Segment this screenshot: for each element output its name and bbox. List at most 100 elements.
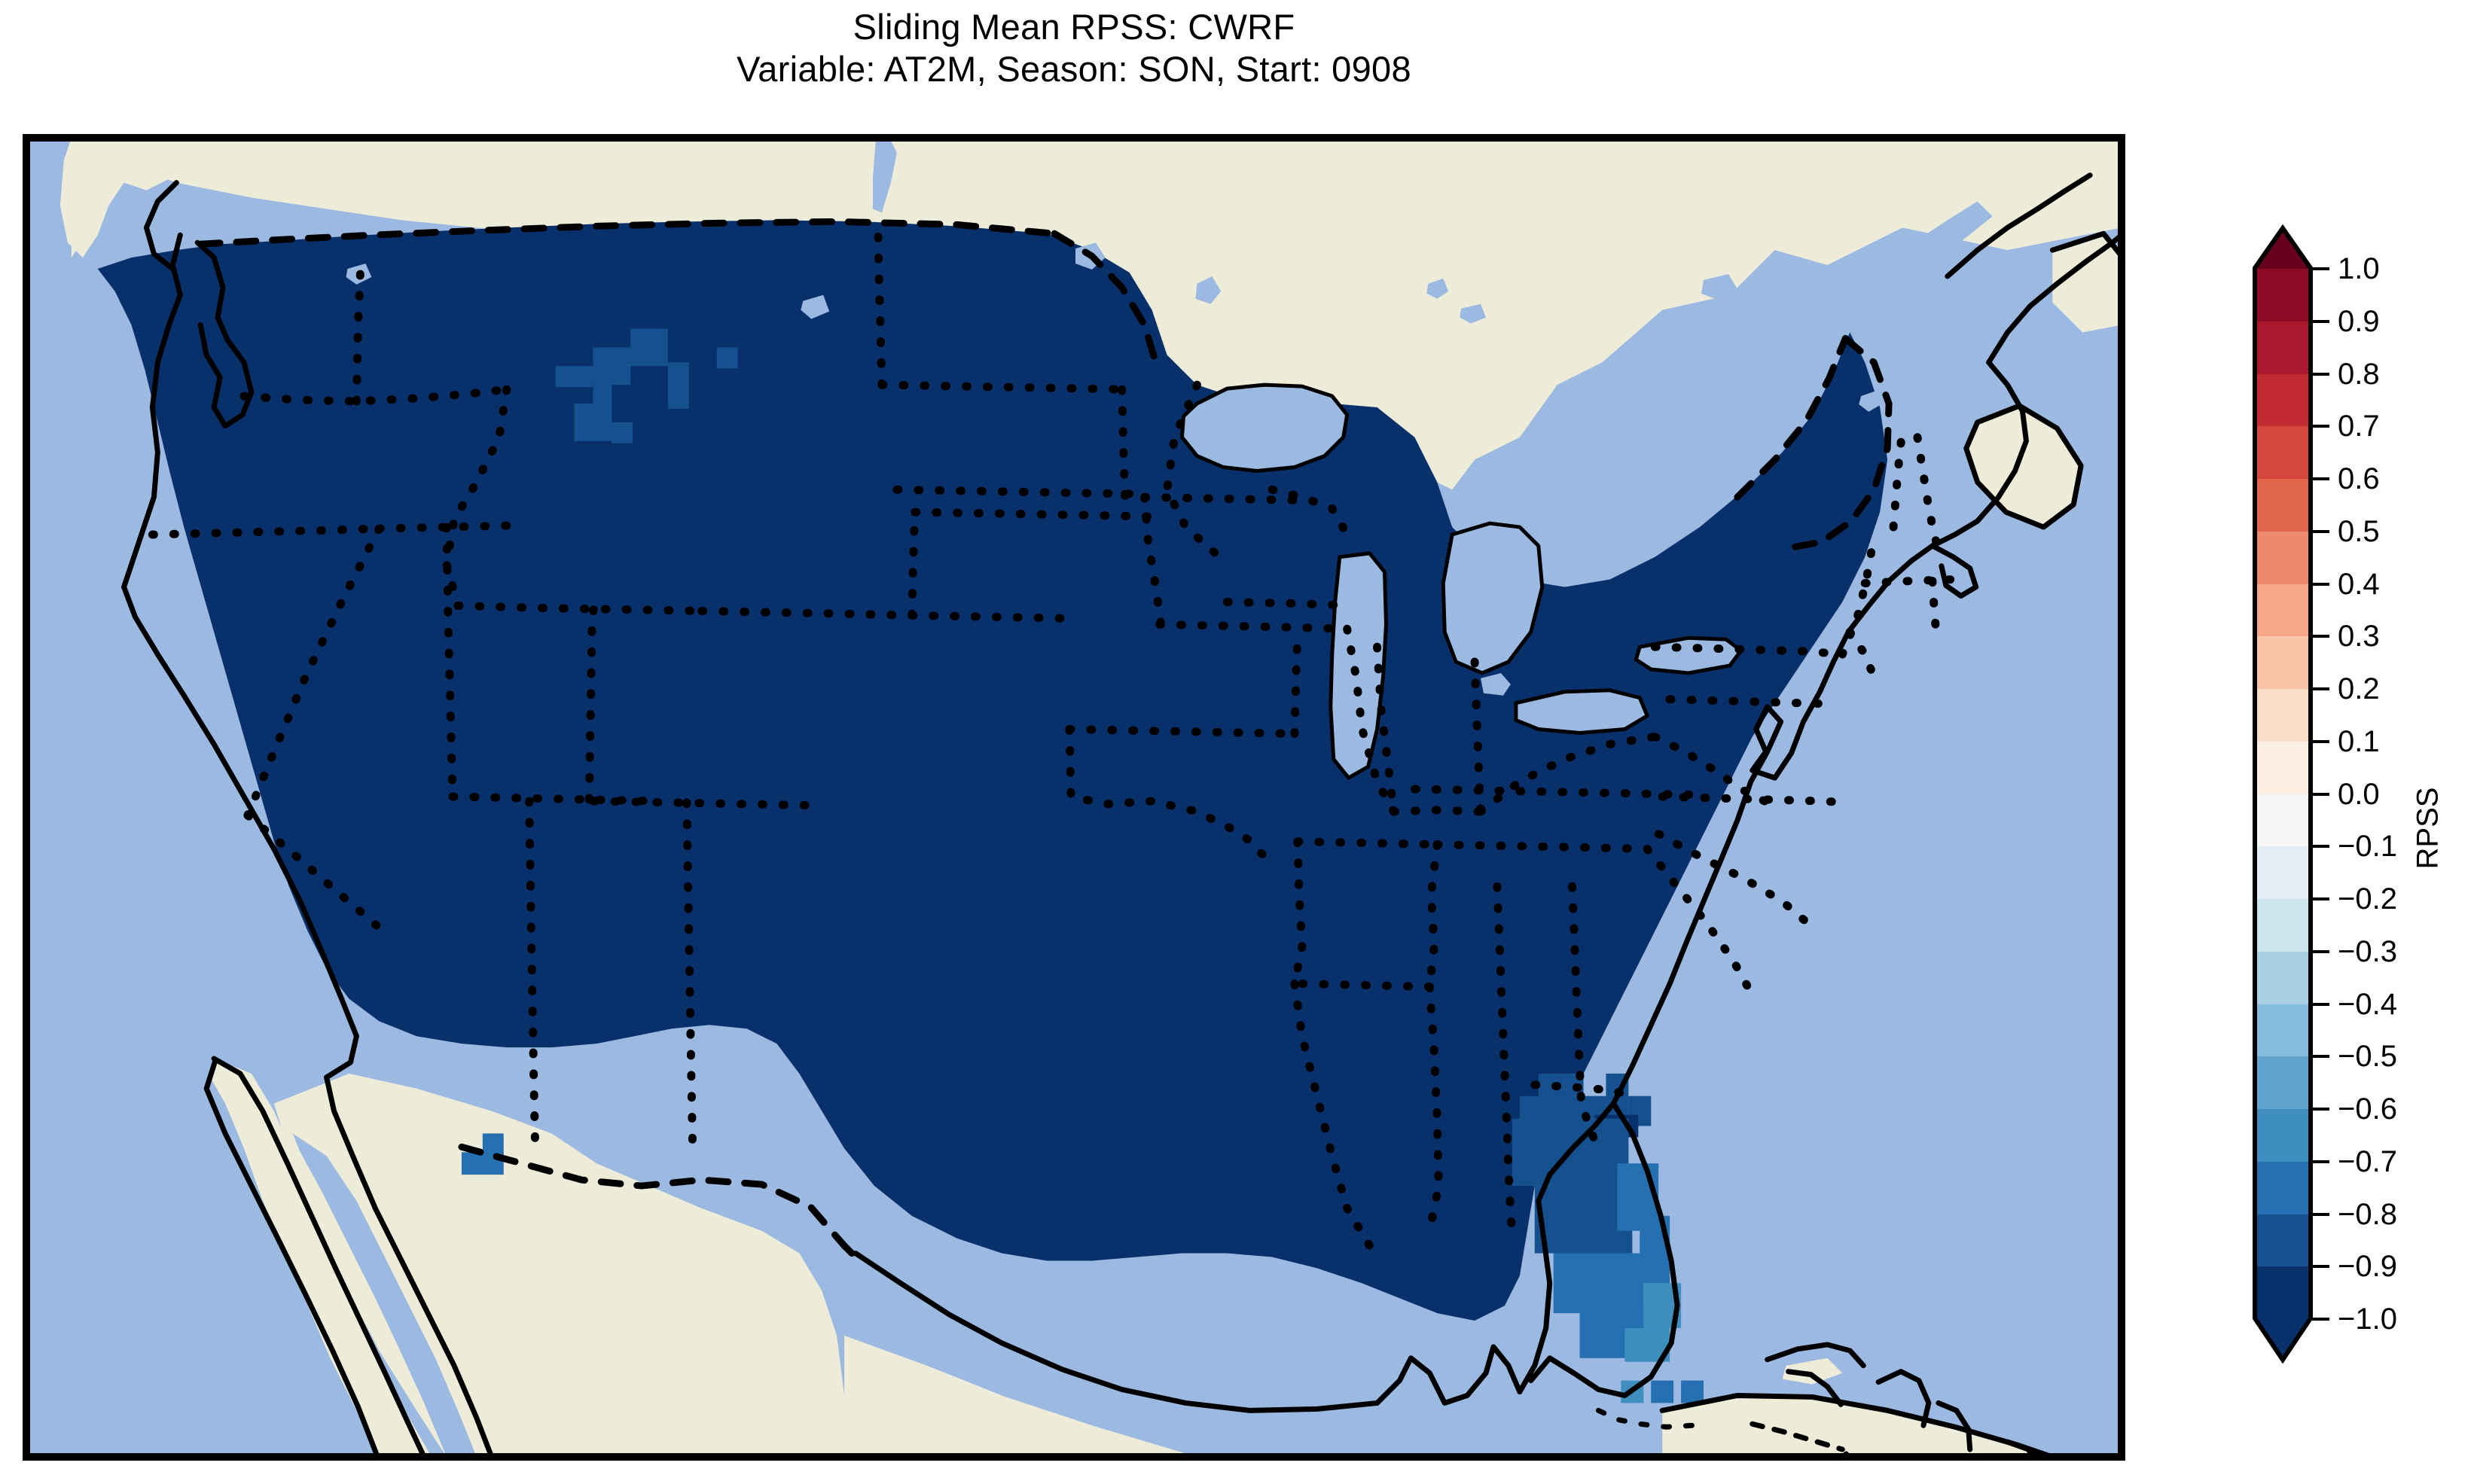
lake-small-1 [1426,278,1449,299]
state-border-la-ms [1425,983,1443,1236]
state-border-mt-nd [874,227,886,389]
canada-pacific-coast [59,138,252,258]
state-border-wa-or [239,385,511,406]
coast-puget-sound [194,239,255,429]
state-border-pa-md [1665,695,1828,708]
colorbar-extend-arrow-min [2253,1319,2312,1362]
colorbar-band-18 [2253,1214,2312,1267]
state-border-mo-ok [1290,627,1302,738]
colorbar: 1.0 0.9 0.8 0.7 0.6 0.5 0.4 0.3 0.2 0.1 0.0 −0.1 −0.… [2253,224,2464,1431]
colorbar-band-19 [2253,1266,2312,1320]
coast-southeast [1610,779,1754,1107]
state-border-nv-ut [442,523,457,801]
lake-mistassini [1701,273,1739,301]
coast-florida-east [1528,1101,1680,1398]
state-border-ne-ia [1140,492,1166,629]
lake-huron [1443,523,1542,673]
st-lawrence-river [1752,201,1993,385]
coast-pacific [121,232,359,1080]
colorbar-tick-label-14: −0.4 [2338,987,2397,1021]
outline-lake-ontario [1634,635,1743,675]
chart-subtitle: Variable: AT2M, Season: SON, Start: 0908 [737,49,1411,89]
data-cell-montana-3 [555,366,593,388]
colorbar-band-1 [2253,321,2312,375]
data-cell-fl-n3 [1519,1095,1606,1119]
colorbar-tick-label-13: −0.3 [2338,934,2397,968]
border-us-canada-maine [1785,335,1893,552]
map-frame [26,138,2122,1457]
colorbar-tick-mark-6 [2312,582,2329,586]
colorbar-band-6 [2253,584,2312,637]
conus-data-base [97,220,1888,1321]
outline-lake-michigan [1329,551,1389,780]
bahamas-grand [1782,1358,1843,1385]
colorbar-tick-label-19: −0.9 [2338,1250,2397,1284]
map-plot-area [23,134,2125,1461]
state-border-mo-ar [1293,837,1441,849]
state-border-mi-wi [1268,485,1352,539]
data-cell-montana-2 [593,347,631,385]
coast-bahamas-3 [1875,1369,1932,1428]
border-us-mexico [458,1143,848,1250]
state-border-co-nm [589,797,826,810]
colorbar-band-12 [2253,899,2312,952]
colorbar-tick-label-10: 0.0 [2338,777,2380,811]
colorbar-band-13 [2253,951,2312,1005]
data-cell-fl-c2 [1534,1186,1633,1254]
data-cell-montana-8 [716,347,738,369]
colorbar-tick-mark-8 [2312,687,2329,690]
state-border-sc-nc [1654,830,1813,928]
colorbar-tick-mark-1 [2312,319,2329,323]
coast-florida [1517,1101,1616,1394]
coast-bahamas-7 [2005,1439,2036,1457]
state-border-mt-wy [453,601,706,615]
colorbar-axis-label: RPSS [2411,787,2445,870]
coast-nova-scotia [1963,403,2084,530]
colorbar-tick-mark-18 [2312,1212,2329,1216]
colorbar-tick-mark-15 [2312,1055,2329,1059]
colorbar-tick-mark-17 [2312,1159,2329,1163]
colorbar-band-3 [2253,426,2312,480]
colorbar-outline [2253,224,2313,1364]
border-us-canada-east [1734,335,1849,501]
colorbar-band-14 [2253,1004,2312,1057]
colorbar-tick-label-16: −0.6 [2338,1092,2397,1126]
outline-lake-erie [1514,688,1649,735]
colorbar-tick-mark-2 [2312,372,2329,376]
colorbar-tick-mark-9 [2312,739,2329,743]
state-border-mi-in-oh [1389,806,1485,816]
lake-quebec-2 [1704,455,1730,477]
colorbar-tick-mark-5 [2312,529,2329,533]
state-border-nj-ny [1845,627,1878,681]
border-rio-grande [840,1242,856,1257]
colorbar-tick-mark-3 [2312,425,2329,428]
colorbar-tick-label-15: −0.5 [2338,1040,2397,1074]
coast-canada-gulf [1945,172,2093,279]
coast-midatlantic [1748,629,1851,785]
outline-lake-huron [1441,521,1545,675]
coast-baja [211,1056,427,1457]
state-border-ga-fl [1530,1080,1637,1101]
colorbar-band-10 [2253,794,2312,847]
colorbar-tick-label-3: 0.7 [2338,410,2380,443]
state-border-va-wv [1650,732,1772,807]
colorbar-tick-mark-13 [2312,949,2329,953]
colorbar-band-17 [2253,1161,2312,1215]
coast-cape-cod [1929,543,1979,599]
colorbar-band-8 [2253,689,2312,742]
state-border-wa-id [352,268,365,406]
data-cell-keys-3 [1681,1380,1704,1403]
colorbar-tick-mark-20 [2312,1318,2329,1321]
data-cell-montana-6 [612,422,633,443]
data-cell-montana-7 [667,362,689,409]
colorbar-extend-arrow-max [2253,226,2312,269]
state-border-tx-la [1290,980,1374,1251]
state-border-mn-sd [1118,385,1130,501]
coast-mexico-west [324,1074,495,1457]
lake-winnipeg [872,138,897,213]
mexico-gulf-coast [844,1335,1197,1457]
coast-baja-east [203,1057,380,1457]
lake-small-2 [1460,303,1487,324]
title-block: Sliding Mean RPSS: CWRF Variable: AT2M, … [0,0,2148,90]
border-us-canada-lakes [1051,230,1160,366]
